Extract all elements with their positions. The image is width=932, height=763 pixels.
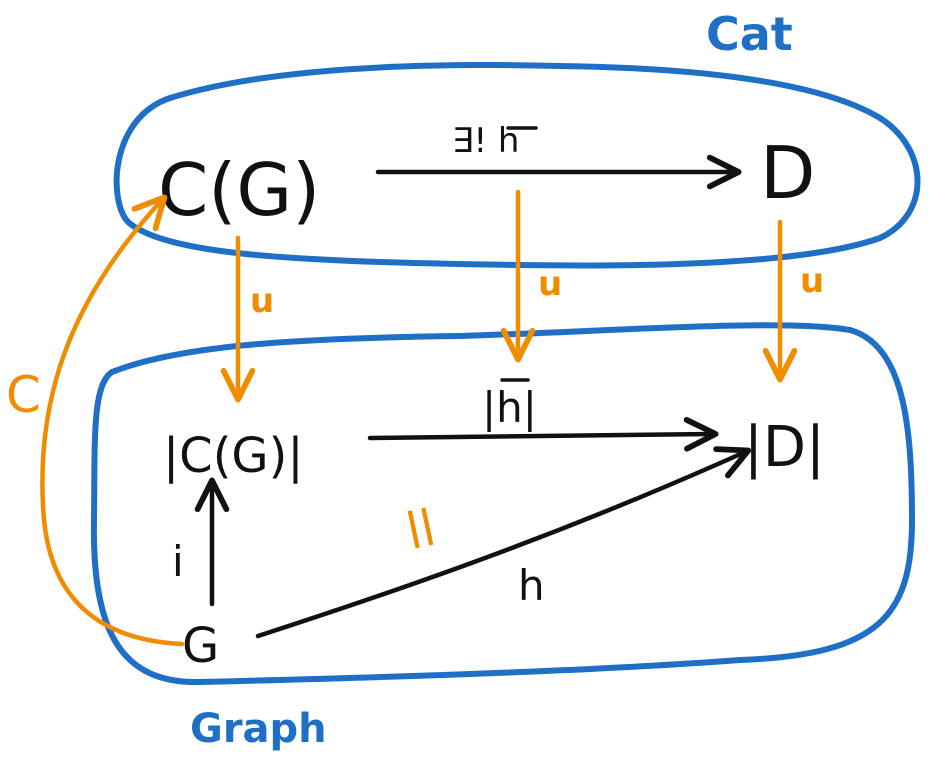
label-u-right: u bbox=[800, 261, 824, 301]
cat-region-outline bbox=[113, 62, 921, 269]
cat-region-label: Cat bbox=[706, 7, 793, 61]
label-u-middle: u bbox=[538, 264, 562, 304]
arrow-abs-h-bar bbox=[367, 417, 719, 452]
object-c-of-g: C(G) bbox=[158, 148, 320, 232]
label-u-left: u bbox=[250, 281, 274, 321]
object-abs-c-of-g: |C(G)| bbox=[163, 428, 304, 484]
arrow-c bbox=[40, 194, 185, 647]
object-g: G bbox=[182, 618, 219, 674]
graph-region-label: Graph bbox=[190, 706, 327, 752]
object-d: D bbox=[760, 131, 815, 215]
arrow-h bbox=[255, 446, 752, 639]
label-abs-h-bar: |h| bbox=[482, 383, 537, 432]
label-i: i bbox=[172, 537, 184, 586]
object-abs-d: |D| bbox=[744, 415, 825, 480]
label-h: h bbox=[518, 561, 545, 610]
graph-region-outline bbox=[90, 322, 915, 686]
label-c: C bbox=[6, 366, 41, 424]
label-equals: || bbox=[402, 501, 439, 551]
